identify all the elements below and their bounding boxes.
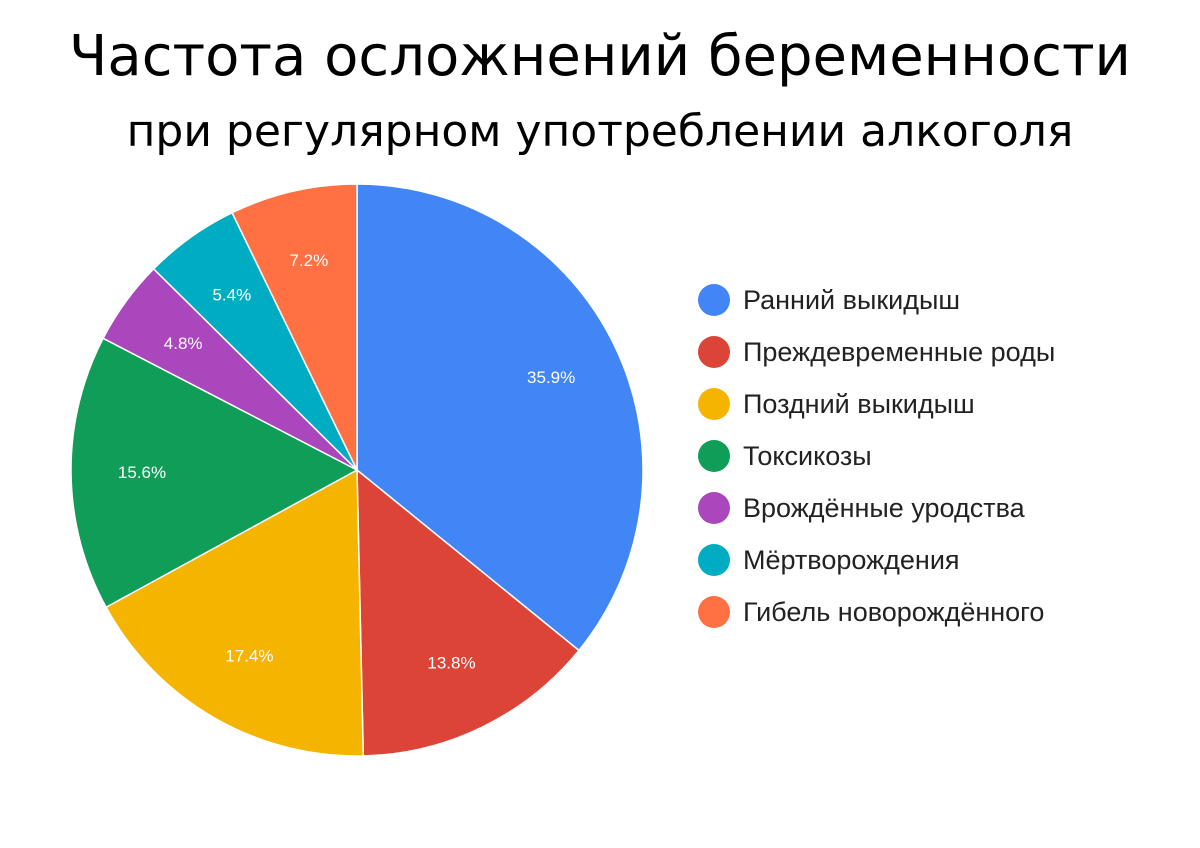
pie-slice-3 (105, 468, 365, 757)
legend-swatch (698, 492, 730, 524)
legend-item-4: Токсикозы (698, 430, 1055, 482)
slice-label-1: 35.9% (527, 368, 575, 387)
pie-slice-4 (70, 337, 359, 609)
legend-item-1: Ранний выкидыш (698, 274, 1055, 326)
legend-label: Мёртворождения (743, 544, 960, 575)
legend-swatch (698, 336, 730, 368)
legend-swatch (698, 284, 730, 316)
legend-label: Гибель новорождённого (743, 596, 1045, 627)
legend-swatch (698, 388, 730, 420)
pie-slice-2 (356, 468, 580, 757)
legend-item-3: Поздний выкидыш (698, 378, 1055, 430)
legend-item-5: Врождённые уродства (698, 482, 1055, 534)
pie-slice-7 (231, 183, 358, 471)
legend-label: Врождённые уродства (743, 492, 1025, 523)
legend-label: Поздний выкидыш (743, 388, 975, 419)
legend-label: Преждевременные роды (743, 336, 1056, 367)
pie-slice-1 (356, 183, 644, 652)
chart-title: Частота осложнений беременности (69, 24, 1131, 89)
legend-label: Токсикозы (743, 440, 872, 471)
legend-item-6: Мёртворождения (698, 534, 1055, 586)
slice-label-5: 4.8% (164, 334, 203, 353)
legend-item-2: Преждевременные роды (698, 326, 1055, 378)
legend-swatch (698, 544, 730, 576)
slice-label-2: 13.8% (427, 654, 475, 673)
legend-swatch (698, 596, 730, 628)
slice-label-6: 5.4% (212, 286, 251, 305)
chart-subtitle: при регулярном употреблении алкоголя (126, 106, 1074, 157)
slice-label-7: 7.2% (289, 251, 328, 270)
legend-item-7: Гибель новорождённого (698, 586, 1055, 638)
legend-swatch (698, 440, 730, 472)
legend-label: Ранний выкидыш (743, 284, 961, 315)
chart-legend: Ранний выкидыш Преждевременные роды Поздни… (698, 274, 1055, 638)
slice-label-4: 15.6% (118, 463, 166, 482)
slice-label-3: 17.4% (225, 647, 273, 666)
